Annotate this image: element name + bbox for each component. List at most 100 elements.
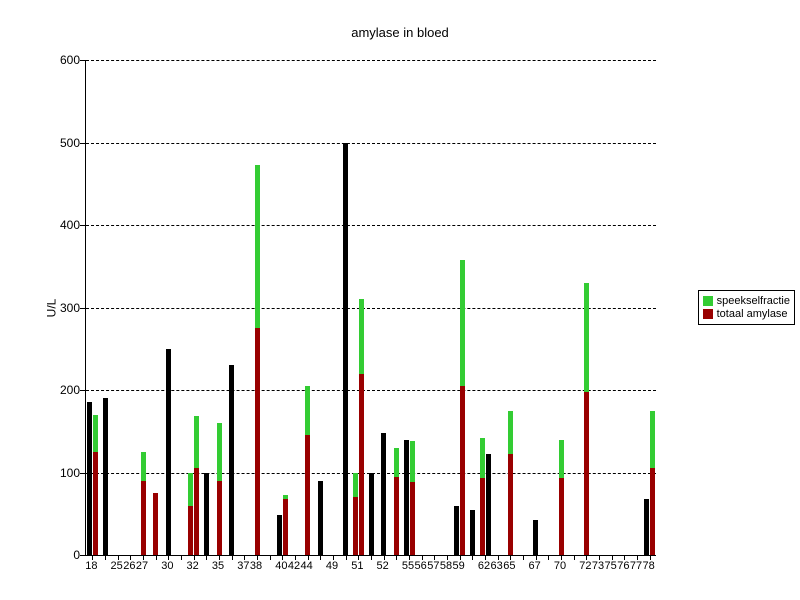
bar-unlabeled bbox=[381, 433, 386, 555]
x-tick-label: 25 bbox=[111, 560, 123, 572]
x-tick bbox=[156, 555, 157, 560]
bar-unlabeled bbox=[404, 440, 409, 556]
y-tick bbox=[80, 555, 86, 556]
x-tick bbox=[206, 555, 207, 560]
x-tick bbox=[523, 555, 524, 560]
bar-speekselfractie bbox=[584, 283, 589, 392]
x-tick-label: 55 bbox=[402, 560, 414, 572]
x-tick-label: 49 bbox=[326, 560, 338, 572]
x-tick-label: 58 bbox=[440, 560, 452, 572]
bar-speekselfractie bbox=[559, 440, 564, 479]
y-tick-label: 600 bbox=[40, 53, 80, 67]
y-tick bbox=[80, 60, 86, 61]
bar-unlabeled bbox=[204, 473, 209, 556]
bar-totaal-amylase bbox=[559, 478, 564, 555]
bar-totaal-amylase bbox=[650, 468, 655, 555]
bar-speekselfractie bbox=[508, 411, 513, 455]
grid-line bbox=[86, 390, 656, 391]
y-tick bbox=[80, 390, 86, 391]
bar-unlabeled bbox=[470, 510, 475, 555]
bar-speekselfractie bbox=[141, 452, 146, 481]
bar-speekselfractie bbox=[188, 473, 193, 506]
bar-totaal-amylase bbox=[480, 478, 485, 555]
x-tick-label: 40 bbox=[275, 560, 287, 572]
bar-speekselfractie bbox=[650, 411, 655, 469]
x-tick bbox=[320, 555, 321, 560]
bar-unlabeled bbox=[343, 143, 348, 556]
grid-line bbox=[86, 225, 656, 226]
bar-totaal-amylase bbox=[93, 452, 98, 555]
x-tick-label: 65 bbox=[503, 560, 515, 572]
x-tick-label: 18 bbox=[85, 560, 97, 572]
y-tick-label: 100 bbox=[40, 466, 80, 480]
x-tick-label: 27 bbox=[136, 560, 148, 572]
x-tick-label: 38 bbox=[250, 560, 262, 572]
x-tick-label: 52 bbox=[377, 560, 389, 572]
x-tick-label: 73 bbox=[592, 560, 604, 572]
bar-unlabeled bbox=[644, 499, 649, 555]
bar-totaal-amylase bbox=[394, 477, 399, 555]
y-tick-label: 500 bbox=[40, 136, 80, 150]
legend-item-speekselfractie: speekselfractie bbox=[703, 295, 790, 307]
bar-unlabeled bbox=[533, 520, 538, 555]
legend-label: speekselfractie bbox=[717, 295, 790, 307]
bar-unlabeled bbox=[166, 349, 171, 555]
x-tick-label: 35 bbox=[212, 560, 224, 572]
legend-label: totaal amylase bbox=[717, 308, 788, 320]
x-tick-label: 67 bbox=[529, 560, 541, 572]
x-tick bbox=[574, 555, 575, 560]
bar-totaal-amylase bbox=[283, 499, 288, 555]
bar-totaal-amylase bbox=[359, 374, 364, 556]
y-tick bbox=[80, 143, 86, 144]
x-tick-label: 51 bbox=[351, 560, 363, 572]
x-tick bbox=[105, 555, 106, 560]
x-tick bbox=[181, 555, 182, 560]
x-tick-label: 63 bbox=[491, 560, 503, 572]
bar-speekselfractie bbox=[255, 165, 260, 328]
grid-line bbox=[86, 60, 656, 61]
x-tick-label: 78 bbox=[643, 560, 655, 572]
x-tick-label: 37 bbox=[237, 560, 249, 572]
bar-totaal-amylase bbox=[460, 386, 465, 555]
bar-speekselfractie bbox=[460, 260, 465, 386]
x-tick-label: 32 bbox=[187, 560, 199, 572]
bar-speekselfractie bbox=[93, 415, 98, 452]
y-tick-label: 0 bbox=[40, 548, 80, 562]
x-tick-label: 30 bbox=[161, 560, 173, 572]
bar-totaal-amylase bbox=[305, 435, 310, 555]
bar-unlabeled bbox=[87, 402, 92, 555]
grid-line bbox=[86, 308, 656, 309]
chart-title: amylase in bloed bbox=[0, 25, 800, 40]
bar-speekselfractie bbox=[194, 416, 199, 468]
bar-speekselfractie bbox=[410, 441, 415, 482]
x-tick-label: 26 bbox=[123, 560, 135, 572]
bar-unlabeled bbox=[454, 506, 459, 556]
x-tick-label: 42 bbox=[288, 560, 300, 572]
x-tick-label: 72 bbox=[579, 560, 591, 572]
x-tick-label: 44 bbox=[301, 560, 313, 572]
bar-totaal-amylase bbox=[410, 482, 415, 555]
x-tick-label: 77 bbox=[630, 560, 642, 572]
bar-speekselfractie bbox=[305, 386, 310, 436]
y-tick-label: 300 bbox=[40, 301, 80, 315]
bar-totaal-amylase bbox=[141, 481, 146, 555]
legend-swatch bbox=[703, 309, 713, 319]
x-tick-label: 75 bbox=[605, 560, 617, 572]
y-tick-label: 200 bbox=[40, 383, 80, 397]
legend: speekselfractie totaal amylase bbox=[698, 290, 795, 325]
bar-totaal-amylase bbox=[255, 328, 260, 555]
x-tick bbox=[270, 555, 271, 560]
x-tick bbox=[346, 555, 347, 560]
bar-speekselfractie bbox=[353, 473, 358, 498]
legend-swatch bbox=[703, 296, 713, 306]
bar-totaal-amylase bbox=[194, 468, 199, 555]
bar-totaal-amylase bbox=[153, 493, 158, 555]
bar-totaal-amylase bbox=[353, 497, 358, 555]
bar-unlabeled bbox=[277, 515, 282, 555]
bar-totaal-amylase bbox=[508, 454, 513, 555]
x-tick-label: 62 bbox=[478, 560, 490, 572]
grid-line bbox=[86, 143, 656, 144]
bar-unlabeled bbox=[486, 454, 491, 555]
x-tick-label: 70 bbox=[554, 560, 566, 572]
bar-unlabeled bbox=[318, 481, 323, 555]
